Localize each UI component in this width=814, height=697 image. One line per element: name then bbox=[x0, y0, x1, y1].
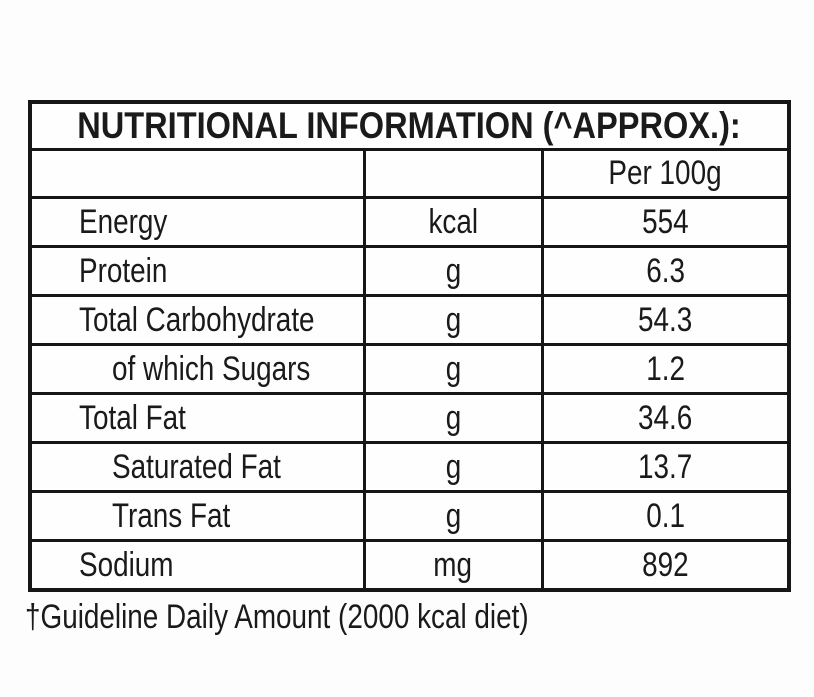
table-row: Total Fat g 34.6 bbox=[28, 392, 791, 444]
row-value: 6.3 bbox=[645, 251, 685, 290]
row-unit: g bbox=[445, 251, 461, 290]
row-label: Protein bbox=[79, 251, 168, 290]
nutrient-value-cell: 554 bbox=[540, 196, 791, 248]
nutrient-unit-cell: g bbox=[362, 441, 544, 493]
nutrient-unit-cell: g bbox=[362, 392, 544, 444]
title-row: NUTRITIONAL INFORMATION (^APPROX.): bbox=[28, 100, 791, 151]
nutrient-unit-cell: kcal bbox=[362, 196, 544, 248]
nutrient-unit-cell: g bbox=[362, 343, 544, 395]
row-label: Trans Fat bbox=[112, 496, 231, 535]
nutrient-label-cell: Sodium bbox=[28, 539, 366, 592]
row-value: 13.7 bbox=[638, 447, 693, 486]
nutrition-table: NUTRITIONAL INFORMATION (^APPROX.): Per … bbox=[28, 100, 792, 592]
table-row: Protein g 6.3 bbox=[28, 245, 791, 297]
row-label: of which Sugars bbox=[112, 349, 311, 388]
table-row: of which Sugars g 1.2 bbox=[28, 343, 791, 395]
header-per-100g: Per 100g bbox=[608, 154, 722, 192]
row-label: Total Carbohydrate bbox=[79, 300, 315, 339]
nutrient-label-cell: of which Sugars bbox=[28, 343, 366, 395]
header-per-100g-cell: Per 100g bbox=[540, 148, 791, 199]
nutrient-value-cell: 34.6 bbox=[540, 392, 791, 444]
row-unit: kcal bbox=[428, 202, 478, 241]
header-unit-cell bbox=[362, 148, 544, 199]
table-title: NUTRITIONAL INFORMATION (^APPROX.): bbox=[77, 105, 742, 146]
nutrient-value-cell: 6.3 bbox=[540, 245, 791, 297]
nutrient-unit-cell: mg bbox=[362, 539, 544, 592]
row-label: Saturated Fat bbox=[112, 447, 281, 486]
row-unit: mg bbox=[433, 545, 473, 584]
nutrient-label-cell: Total Carbohydrate bbox=[28, 294, 366, 346]
row-value: 892 bbox=[641, 545, 689, 584]
nutrient-value-cell: 0.1 bbox=[540, 490, 791, 542]
nutrient-value-cell: 54.3 bbox=[540, 294, 791, 346]
table-row: Saturated Fat g 13.7 bbox=[28, 441, 791, 493]
row-value: 1.2 bbox=[645, 349, 685, 388]
nutrient-label-cell: Energy bbox=[28, 196, 366, 248]
nutrient-unit-cell: g bbox=[362, 294, 544, 346]
nutrient-label-cell: Total Fat bbox=[28, 392, 366, 444]
nutrient-value-cell: 1.2 bbox=[540, 343, 791, 395]
row-unit: g bbox=[445, 349, 461, 388]
row-label: Energy bbox=[79, 202, 168, 241]
row-unit: g bbox=[445, 496, 461, 535]
nutrient-unit-cell: g bbox=[362, 490, 544, 542]
row-unit: g bbox=[445, 300, 461, 339]
header-label-cell bbox=[28, 148, 366, 199]
nutrient-value-cell: 892 bbox=[540, 539, 791, 592]
table-row: Energy kcal 554 bbox=[28, 196, 791, 248]
row-label: Total Fat bbox=[79, 398, 186, 437]
row-value: 54.3 bbox=[638, 300, 693, 339]
nutrient-label-cell: Protein bbox=[28, 245, 366, 297]
nutrient-label-cell: Trans Fat bbox=[28, 490, 366, 542]
table-row: Sodium mg 892 bbox=[28, 539, 791, 592]
nutrient-value-cell: 13.7 bbox=[540, 441, 791, 493]
table-title-cell: NUTRITIONAL INFORMATION (^APPROX.): bbox=[28, 100, 791, 151]
row-value: 554 bbox=[641, 202, 689, 241]
table-row: Trans Fat g 0.1 bbox=[28, 490, 791, 542]
guideline-footnote-text: †Guideline Daily Amount (2000 kcal diet) bbox=[25, 598, 529, 636]
row-value: 0.1 bbox=[645, 496, 685, 535]
row-unit: g bbox=[445, 398, 461, 437]
row-value: 34.6 bbox=[638, 398, 693, 437]
header-row: Per 100g bbox=[28, 148, 791, 199]
table-row: Total Carbohydrate g 54.3 bbox=[28, 294, 791, 346]
guideline-footnote: †Guideline Daily Amount (2000 kcal diet) bbox=[25, 598, 639, 637]
row-unit: g bbox=[445, 447, 461, 486]
row-label: Sodium bbox=[79, 545, 174, 584]
nutrient-unit-cell: g bbox=[362, 245, 544, 297]
nutrient-label-cell: Saturated Fat bbox=[28, 441, 366, 493]
